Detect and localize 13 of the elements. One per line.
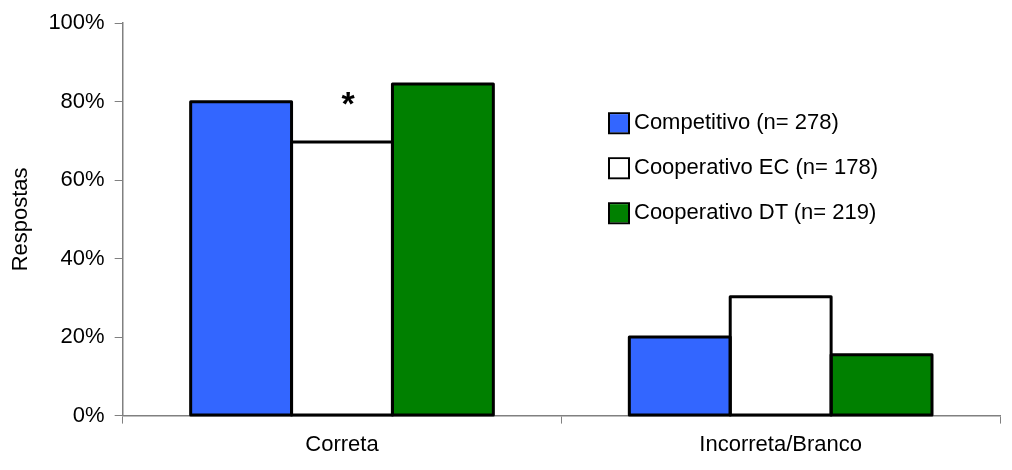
y-tick-label: 80%	[60, 87, 105, 113]
x-tick-label: Incorreta/Branco	[699, 430, 862, 456]
y-tick-label: 100%	[48, 9, 105, 35]
x-tick-label: Correta	[305, 430, 380, 456]
y-tick-label: 20%	[60, 323, 105, 349]
legend-label: Competitivo (n= 278)	[634, 109, 839, 135]
annotation: *	[341, 83, 356, 122]
y-tick-label: 60%	[60, 166, 105, 192]
y-axis-title: Respostas	[7, 167, 33, 272]
y-tick-label: 40%	[60, 244, 105, 270]
legend-label: Cooperativo EC (n= 178)	[634, 154, 878, 180]
y-tick-label: 0%	[72, 401, 105, 427]
legend-label: Cooperativo DT (n= 219)	[634, 199, 877, 225]
